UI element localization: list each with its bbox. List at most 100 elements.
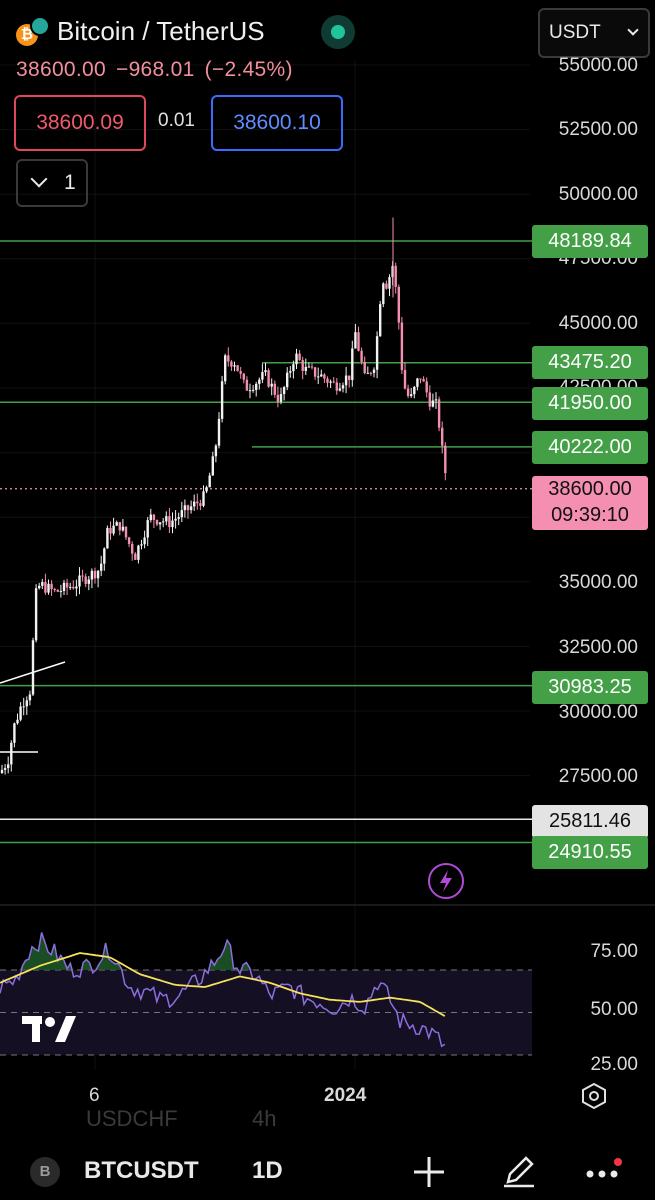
candle-body bbox=[255, 383, 258, 390]
candle-body bbox=[317, 376, 320, 378]
candle-body bbox=[403, 370, 407, 389]
candle-body bbox=[406, 388, 410, 397]
candle-body bbox=[341, 385, 345, 389]
candle-body bbox=[84, 576, 87, 584]
candle-body bbox=[301, 360, 304, 371]
rsi-tick: 25.00 bbox=[590, 1054, 638, 1075]
candle-body bbox=[292, 364, 295, 372]
rsi-overbought-fill bbox=[0, 932, 446, 970]
candle-body bbox=[152, 514, 156, 521]
candle-body bbox=[357, 332, 360, 351]
candle-body bbox=[270, 383, 273, 387]
symbol-button[interactable]: BTCUSDT bbox=[84, 1157, 199, 1184]
candle-body bbox=[183, 505, 187, 511]
level-label[interactable]: 43475.20 bbox=[532, 346, 648, 379]
candle-body bbox=[441, 427, 444, 446]
current-price-label: 38600.00 09:39:10 bbox=[532, 476, 648, 530]
lightning-icon[interactable] bbox=[428, 863, 464, 899]
candle-body bbox=[143, 537, 146, 545]
candle-body bbox=[335, 382, 338, 391]
chevron-down-icon bbox=[30, 170, 48, 188]
more-options-icon[interactable] bbox=[585, 1158, 625, 1184]
bottom-toolbar bbox=[0, 1140, 655, 1200]
rsi-tick: 75.00 bbox=[590, 941, 638, 962]
candle-body bbox=[344, 375, 348, 386]
candle-body bbox=[96, 570, 100, 579]
currency-select[interactable]: USDT bbox=[538, 8, 650, 58]
candle-body bbox=[273, 383, 276, 395]
candle-body bbox=[267, 370, 270, 387]
candle-body bbox=[10, 742, 13, 765]
candle-body bbox=[329, 381, 332, 383]
tradingview-logo-icon bbox=[22, 1014, 78, 1044]
level-label[interactable]: 41950.00 bbox=[532, 387, 648, 420]
symbol-title[interactable]: Bitcoin / TetherUS bbox=[57, 16, 265, 46]
exchange-icon: B bbox=[30, 1157, 60, 1187]
candle-body bbox=[307, 366, 311, 368]
level-label[interactable]: 40222.00 bbox=[532, 431, 648, 464]
candle-body bbox=[106, 527, 109, 549]
candle-body bbox=[118, 522, 121, 531]
candle-body bbox=[214, 445, 218, 457]
level-label[interactable]: 48189.84 bbox=[532, 225, 648, 258]
candle-body bbox=[199, 503, 202, 506]
candle-body bbox=[295, 353, 298, 365]
candle-body bbox=[180, 510, 183, 518]
candle-body bbox=[434, 399, 438, 401]
candle-body bbox=[233, 365, 236, 367]
candle-body bbox=[286, 372, 289, 388]
candle-body bbox=[431, 400, 435, 407]
level-label[interactable]: 25811.46 bbox=[532, 805, 648, 838]
candle-body bbox=[437, 399, 441, 428]
drawing-tools-icon[interactable] bbox=[500, 1152, 538, 1190]
candle-body bbox=[394, 265, 397, 287]
candle-body bbox=[186, 505, 190, 511]
candle-body bbox=[220, 381, 224, 419]
candle-body bbox=[351, 348, 354, 380]
candle-body bbox=[276, 394, 280, 402]
candle-body bbox=[251, 389, 255, 391]
indicators-toggle-button[interactable]: 1 bbox=[16, 159, 88, 207]
price-tick: 55000.00 bbox=[558, 55, 638, 76]
candle-body bbox=[162, 521, 165, 523]
candle-body bbox=[211, 456, 214, 476]
candle-body bbox=[13, 723, 16, 743]
candle-body bbox=[19, 706, 22, 720]
candle-body bbox=[375, 336, 379, 370]
candle-body bbox=[261, 372, 264, 380]
candle-body bbox=[22, 706, 25, 708]
candle-body bbox=[149, 514, 152, 521]
candle-body bbox=[202, 491, 205, 506]
buy-button[interactable]: 38600.10 bbox=[211, 95, 343, 151]
candle-body bbox=[127, 537, 131, 544]
level-label[interactable]: 30983.25 bbox=[532, 671, 648, 704]
candle-body bbox=[146, 520, 149, 538]
interval-button[interactable]: 1D bbox=[252, 1157, 283, 1184]
candle-body bbox=[369, 372, 373, 374]
candle-body bbox=[137, 545, 140, 560]
candle-body bbox=[326, 378, 329, 383]
candle-body bbox=[372, 369, 376, 373]
level-label[interactable]: 24910.55 bbox=[532, 836, 648, 869]
sell-button[interactable]: 38600.09 bbox=[14, 95, 146, 151]
ghost-symbol: USDCHF bbox=[86, 1106, 178, 1131]
candle-body bbox=[242, 373, 245, 380]
candle-body bbox=[230, 361, 233, 367]
candle-body bbox=[65, 582, 69, 588]
candle-body bbox=[239, 371, 242, 374]
candle-body bbox=[62, 582, 66, 591]
candle-body bbox=[155, 520, 159, 525]
candle-body bbox=[379, 304, 382, 337]
candle-body bbox=[248, 390, 252, 392]
candle-body bbox=[388, 277, 391, 289]
candle-body bbox=[41, 582, 44, 586]
add-icon[interactable] bbox=[412, 1155, 446, 1189]
candle-body bbox=[310, 366, 314, 368]
candle-body bbox=[193, 501, 196, 507]
candle-body bbox=[177, 517, 180, 519]
settings-hexagon-icon[interactable] bbox=[580, 1082, 608, 1110]
candle-body bbox=[323, 374, 326, 379]
market-open-icon[interactable] bbox=[321, 15, 355, 49]
candle-body bbox=[332, 381, 335, 383]
